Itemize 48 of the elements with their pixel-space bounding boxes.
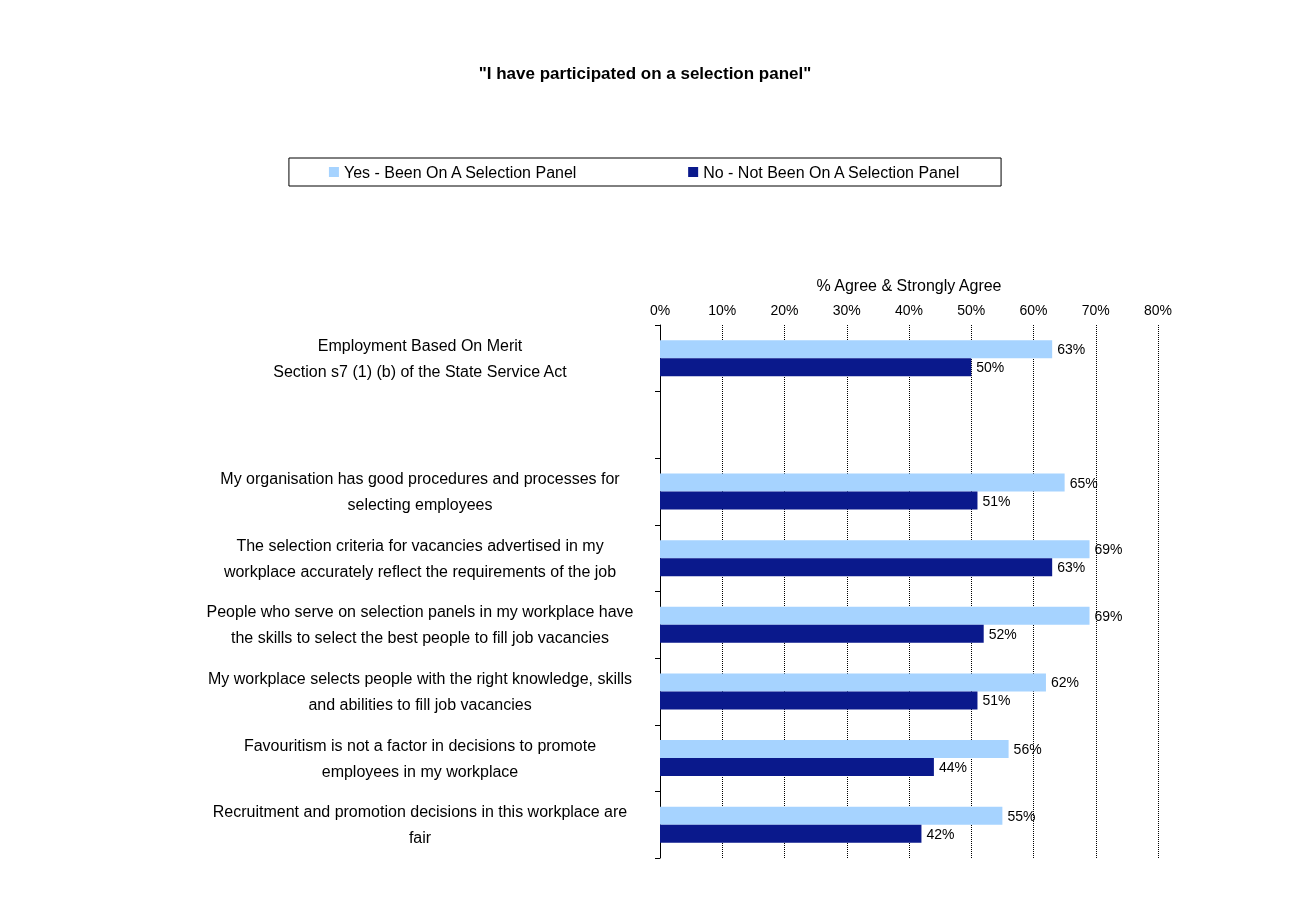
x-tick-label: 30% [832,302,861,318]
legend-label: No - Not Been On A Selection Panel [703,163,960,181]
data-label: 50% [976,359,1005,376]
data-label: 62% [1050,674,1079,691]
y-tick-label: My organisation has good procedures and processes for selecting employees [220,470,621,514]
x-axis-title: % Agree & Strongly Agree [816,276,1002,294]
x-tick-label: 40% [894,302,924,318]
bar [660,691,978,710]
bar [660,491,978,510]
legend-label: Yes - Been On A Selection Panel [343,163,577,181]
y-tick-label: Employment Based On Merit Section s7 (1) (b) of the State Service Act [273,336,568,380]
data-label: 56% [1013,741,1042,758]
x-tick-label: 80% [1143,302,1173,318]
chart-title: "I have participated on a selection panel" [478,64,812,83]
y-tick-label: My workplace selects people with the right knowledge, skills and abilities to fill job vacancies [207,669,633,713]
x-tick-label: 50% [957,302,986,318]
data-label: 52% [988,625,1017,642]
data-label: 55% [1007,807,1036,824]
x-tick-label: 20% [770,302,799,318]
bar [660,673,1046,692]
bar [660,624,984,643]
bar [660,540,1090,559]
bar [660,740,1009,759]
x-tick-label: 60% [1019,302,1048,318]
y-tick-label: Recruitment and promotion decisions in this workplace are fair [212,803,628,847]
data-label: 69% [1094,541,1123,558]
bar [660,473,1065,492]
data-label: 51% [982,692,1011,709]
x-tick-label: 0% [649,302,671,318]
data-label: 65% [1069,474,1098,491]
bar [660,340,1053,359]
y-tick-label: The selection criteria for vacancies advertised in my workplace accurately reflect the requirements of the job [222,536,617,580]
bar [660,606,1090,625]
data-label: 69% [1094,607,1123,624]
bar [660,758,934,777]
data-label: 42% [926,825,955,842]
bar [660,558,1053,577]
data-label: 63% [1057,559,1086,576]
bar [660,824,922,843]
x-tick-label: 10% [708,302,737,318]
y-tick-label: People who serve on selection panels in my workplace have the skills to select the best people to fill job vacancies [206,603,634,647]
y-tick-label: Favouritism is not a factor in decisions to promote employees in my workplace [243,736,597,780]
data-label: 44% [938,759,967,776]
bar [660,806,1003,825]
bar [660,358,972,377]
data-label: 63% [1057,341,1086,358]
data-label: 51% [982,492,1011,509]
x-tick-label: 70% [1081,302,1110,318]
